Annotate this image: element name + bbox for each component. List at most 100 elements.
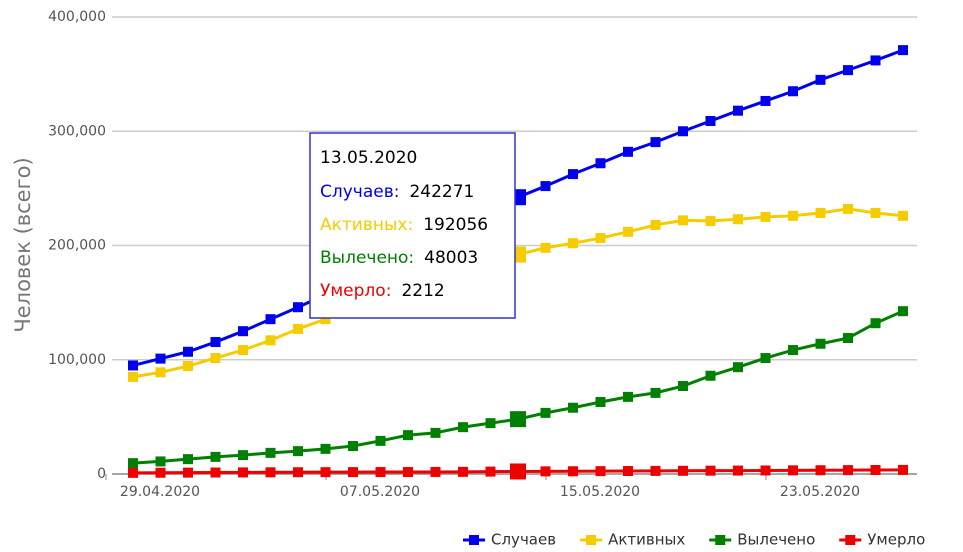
point [898, 464, 908, 475]
point [650, 387, 661, 398]
tooltip: 13.05.2020 Случаев: 242271 Активных: 192056 В… [309, 132, 516, 319]
point [870, 55, 881, 66]
legend-swatch [469, 535, 479, 545]
point [843, 465, 853, 476]
point [183, 454, 193, 465]
point [510, 411, 526, 428]
point [293, 467, 303, 478]
point [265, 335, 276, 346]
point [265, 314, 276, 325]
y-tick-label: 0 [97, 466, 106, 482]
legend-swatch [586, 535, 597, 545]
point [733, 105, 743, 116]
x-tick-label: 07.05.2020 [340, 484, 420, 500]
point [595, 466, 606, 477]
point [678, 381, 688, 392]
point [568, 238, 578, 249]
point [210, 451, 221, 462]
point [595, 397, 606, 408]
point [678, 465, 688, 476]
point [788, 210, 798, 221]
point [705, 215, 716, 226]
legend-label: Случаев [491, 531, 556, 549]
point [293, 446, 303, 457]
point [815, 465, 826, 476]
point [870, 318, 881, 329]
point [403, 467, 413, 478]
point [678, 126, 688, 137]
tooltip-value: 192056 [423, 215, 488, 235]
y-axis-label: Человек (всего) [11, 157, 35, 332]
legend-swatch [845, 535, 856, 545]
point [485, 466, 496, 477]
point [293, 323, 303, 334]
tooltip-box [309, 132, 516, 319]
point [870, 465, 881, 476]
legend-swatch [715, 535, 726, 545]
point [458, 466, 468, 477]
point [485, 418, 496, 429]
point [760, 353, 771, 364]
point [128, 360, 138, 371]
point [238, 450, 248, 461]
point [788, 86, 798, 97]
tooltip-label: Активных: [320, 215, 413, 235]
point [128, 371, 138, 382]
point [238, 326, 248, 337]
point [650, 137, 661, 148]
point [733, 465, 743, 476]
point [760, 465, 771, 476]
point [623, 226, 633, 237]
point [540, 407, 551, 418]
point [898, 45, 908, 56]
point [348, 441, 358, 452]
tooltip-label: Умерло: [320, 281, 391, 301]
point [650, 465, 661, 476]
point [705, 115, 716, 126]
x-tick-label: 23.05.2020 [780, 484, 860, 500]
y-tick-label: 400,000 [48, 9, 106, 25]
point [183, 467, 193, 478]
point [733, 362, 743, 373]
point [540, 466, 551, 477]
point [403, 430, 413, 441]
point [568, 402, 578, 413]
point [183, 346, 193, 357]
point [210, 467, 221, 478]
point [320, 314, 331, 325]
point [760, 95, 771, 106]
point [623, 466, 633, 477]
tooltip-label: Случаев: [320, 182, 399, 202]
legend-label: Вылечено [737, 531, 815, 549]
point [348, 467, 358, 478]
point [293, 302, 303, 313]
y-tick-label: 300,000 [48, 123, 106, 139]
point [155, 367, 166, 378]
point [320, 443, 331, 454]
x-tick-label: 15.05.2020 [560, 484, 640, 500]
y-tick-label: 100,000 [48, 352, 106, 368]
point [815, 74, 826, 85]
point [595, 233, 606, 244]
point [540, 242, 551, 253]
point [155, 353, 166, 364]
tooltip-value: 2212 [401, 281, 444, 301]
tooltip-value: 242271 [409, 182, 474, 202]
point [815, 338, 826, 349]
point [678, 215, 688, 226]
point [843, 65, 853, 76]
point [870, 207, 881, 218]
point [568, 169, 578, 180]
point [238, 345, 248, 356]
legend-label: Активных [608, 531, 685, 549]
point [623, 146, 633, 157]
x-tick-label: 29.04.2020 [120, 484, 200, 500]
point [265, 447, 276, 458]
point [760, 211, 771, 222]
point [705, 465, 716, 476]
point [210, 337, 221, 348]
point [210, 353, 221, 364]
point [733, 214, 743, 225]
point [843, 203, 853, 214]
